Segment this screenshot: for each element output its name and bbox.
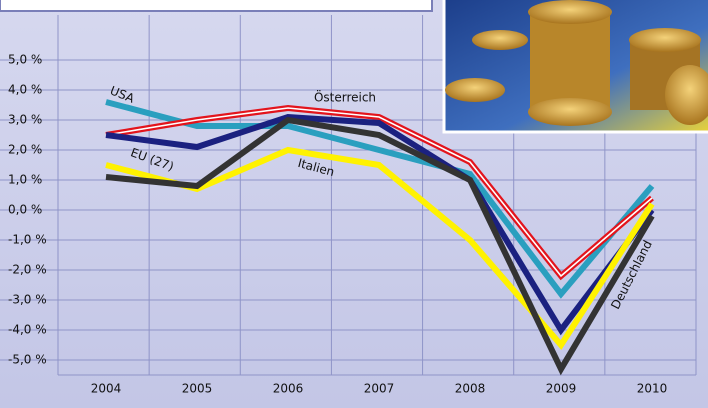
photo — [444, 0, 708, 132]
y-tick-label: 3,0 % — [8, 113, 42, 127]
y-tick-label: 2,0 % — [8, 143, 42, 157]
y-tick-label: -2,0 % — [8, 263, 47, 277]
x-tick-label: 2010 — [637, 382, 668, 396]
x-tick-label: 2008 — [455, 382, 486, 396]
y-tick-label: 0,0 % — [8, 203, 42, 217]
y-tick-label: -4,0 % — [8, 323, 47, 337]
page: {"chart_data": {"type": "line", "categor… — [0, 0, 708, 408]
y-tick-label: 1,0 % — [8, 173, 42, 187]
x-tick-label: 2009 — [546, 382, 577, 396]
y-tick-label: -5,0 % — [8, 353, 47, 367]
header-box — [0, 0, 432, 11]
x-tick-label: 2007 — [364, 382, 395, 396]
y-tick-label: 5,0 % — [8, 53, 42, 67]
x-tick-label: 2006 — [273, 382, 304, 396]
y-tick-label: -3,0 % — [8, 293, 47, 307]
y-tick-label: -1,0 % — [8, 233, 47, 247]
series-label: Österreich — [314, 89, 376, 105]
x-tick-label: 2004 — [91, 382, 122, 396]
chart: -5,0 % -4,0 % -3,0 % -2,0 % -1,0 % 0,0 % 1,0 %… — [0, 0, 708, 408]
x-tick-label: 2005 — [182, 382, 213, 396]
y-tick-label: 4,0 % — [8, 83, 42, 97]
